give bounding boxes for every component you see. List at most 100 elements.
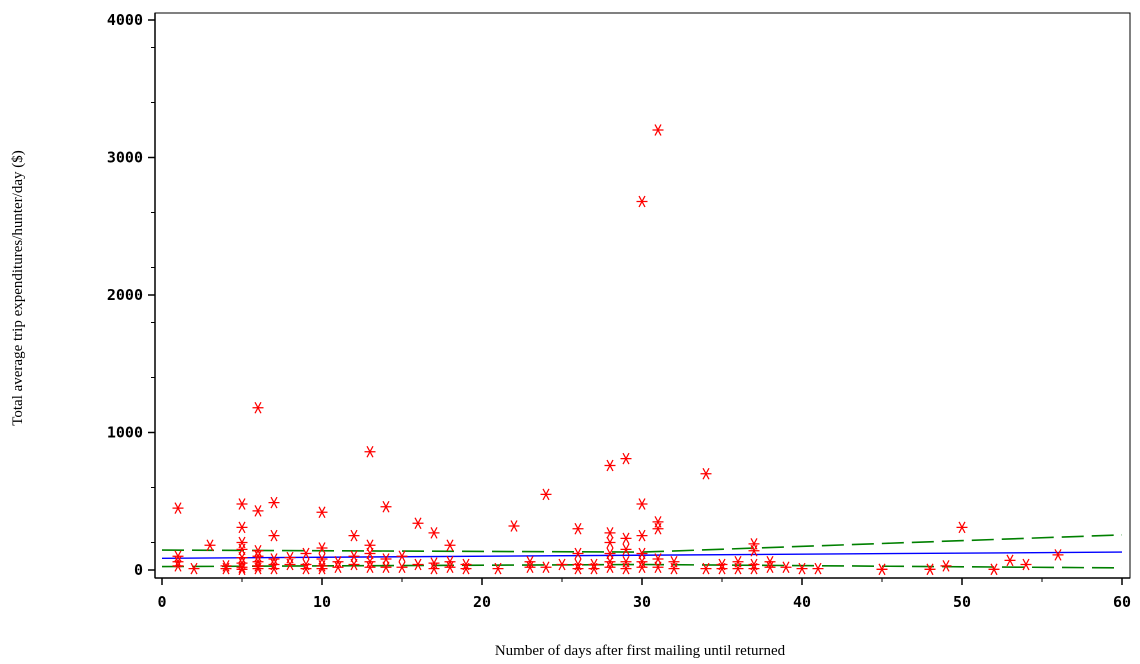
data-point xyxy=(636,547,648,560)
data-point xyxy=(668,555,680,568)
data-point xyxy=(236,498,248,510)
fit-line-group xyxy=(161,551,1123,559)
x-tick-label: 10 xyxy=(313,593,331,611)
data-point xyxy=(236,551,248,564)
x-tick-label: 0 xyxy=(157,593,166,611)
data-point xyxy=(268,562,280,575)
data-point xyxy=(236,536,248,549)
y-tick-label: 0 xyxy=(134,561,143,579)
data-point xyxy=(364,561,376,574)
data-point xyxy=(748,562,760,575)
data-point xyxy=(316,553,328,565)
data-point xyxy=(252,544,264,557)
data-point xyxy=(620,562,632,575)
data-point xyxy=(396,550,408,563)
data-point xyxy=(636,529,648,542)
data-point xyxy=(252,560,264,572)
data-point xyxy=(348,550,360,563)
plot-frame xyxy=(154,12,1131,579)
data-point xyxy=(764,555,776,568)
data-point xyxy=(364,445,376,458)
data-point xyxy=(316,542,328,554)
data-point xyxy=(236,521,248,534)
data-point xyxy=(444,539,456,552)
data-point xyxy=(620,452,632,465)
data-point xyxy=(252,562,264,575)
data-point xyxy=(300,547,312,560)
data-point xyxy=(316,560,328,572)
data-point xyxy=(716,562,728,575)
data-point xyxy=(700,562,712,575)
data-point xyxy=(508,520,520,532)
y-tick-label: 2000 xyxy=(107,286,143,304)
data-point xyxy=(524,555,536,568)
data-point xyxy=(284,558,296,571)
data-point xyxy=(780,561,792,574)
data-point xyxy=(636,498,648,510)
data-point xyxy=(796,562,808,575)
data-point xyxy=(636,555,648,568)
data-point xyxy=(460,562,472,575)
data-point xyxy=(668,562,680,575)
data-point xyxy=(236,561,248,574)
data-point xyxy=(284,551,296,564)
data-point xyxy=(732,562,744,575)
data-point xyxy=(444,561,456,574)
data-point xyxy=(268,496,280,509)
data-point xyxy=(380,561,392,574)
x-tick-label: 40 xyxy=(793,593,811,611)
data-point xyxy=(172,502,184,514)
data-point xyxy=(236,563,248,576)
data-point xyxy=(876,563,888,576)
data-point xyxy=(604,561,616,574)
data-point xyxy=(812,562,824,575)
x-tick-label: 20 xyxy=(473,593,491,611)
data-point xyxy=(300,562,312,575)
y-axis-ticks: 0 1000 2000 3000 4000 xyxy=(107,11,155,579)
x-tick-label: 30 xyxy=(633,593,651,611)
data-point xyxy=(652,124,664,136)
y-tick-label: 3000 xyxy=(107,149,143,167)
data-point xyxy=(604,527,616,539)
data-point xyxy=(636,195,648,208)
x-tick-label: 50 xyxy=(953,593,971,611)
data-point xyxy=(204,539,216,552)
data-point xyxy=(172,560,184,572)
data-point xyxy=(332,561,344,574)
data-point xyxy=(604,555,616,568)
y-tick-label: 4000 xyxy=(107,11,143,29)
data-point xyxy=(380,553,392,565)
y-tick-label: 1000 xyxy=(107,424,143,442)
data-point xyxy=(604,536,616,549)
data-point xyxy=(540,561,552,574)
data-point xyxy=(652,522,664,535)
data-point xyxy=(348,558,360,571)
data-point xyxy=(428,557,440,569)
data-point xyxy=(172,550,184,563)
data-point xyxy=(636,561,648,574)
data-point xyxy=(1004,554,1016,567)
data-point xyxy=(188,562,200,575)
data-point xyxy=(572,547,584,560)
data-point xyxy=(316,506,328,519)
data-point xyxy=(540,488,552,501)
data-point xyxy=(652,516,664,528)
data-point xyxy=(604,459,616,472)
data-point xyxy=(428,527,440,539)
data-point xyxy=(268,553,280,565)
data-point xyxy=(988,563,1000,576)
data-point xyxy=(412,558,424,571)
data-point xyxy=(220,562,232,575)
y-axis-title: Total average trip expenditures/hunter/d… xyxy=(10,150,26,426)
data-point xyxy=(252,505,264,517)
data-point xyxy=(332,555,344,568)
data-point xyxy=(620,532,632,545)
x-axis-ticks: 0 10 20 30 40 50 60 xyxy=(157,578,1131,611)
data-point xyxy=(364,539,376,552)
data-point xyxy=(396,561,408,574)
data-point xyxy=(428,562,440,575)
data-point xyxy=(380,500,392,513)
data-point xyxy=(252,401,264,414)
data-point xyxy=(316,562,328,575)
fit-line xyxy=(161,551,1123,559)
